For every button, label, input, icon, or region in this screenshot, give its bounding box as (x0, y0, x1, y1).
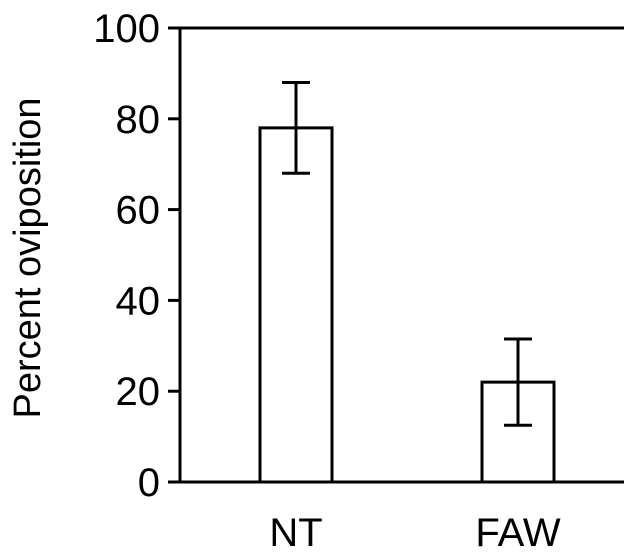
y-tick-label: 40 (116, 279, 161, 323)
plot-area: 0 20 40 60 80 100 NT FAW (93, 7, 624, 555)
y-tick-label: 0 (138, 461, 160, 505)
y-axis-title: Percent oviposition (7, 97, 49, 418)
x-category-label: FAW (475, 511, 560, 555)
y-tick-label: 80 (116, 98, 161, 142)
y-tick-label: 60 (116, 189, 161, 233)
x-category-label: NT (269, 511, 322, 555)
bar-nt (258, 126, 334, 484)
y-tick-label: 100 (93, 7, 160, 51)
y-tick-label: 20 (116, 370, 161, 414)
